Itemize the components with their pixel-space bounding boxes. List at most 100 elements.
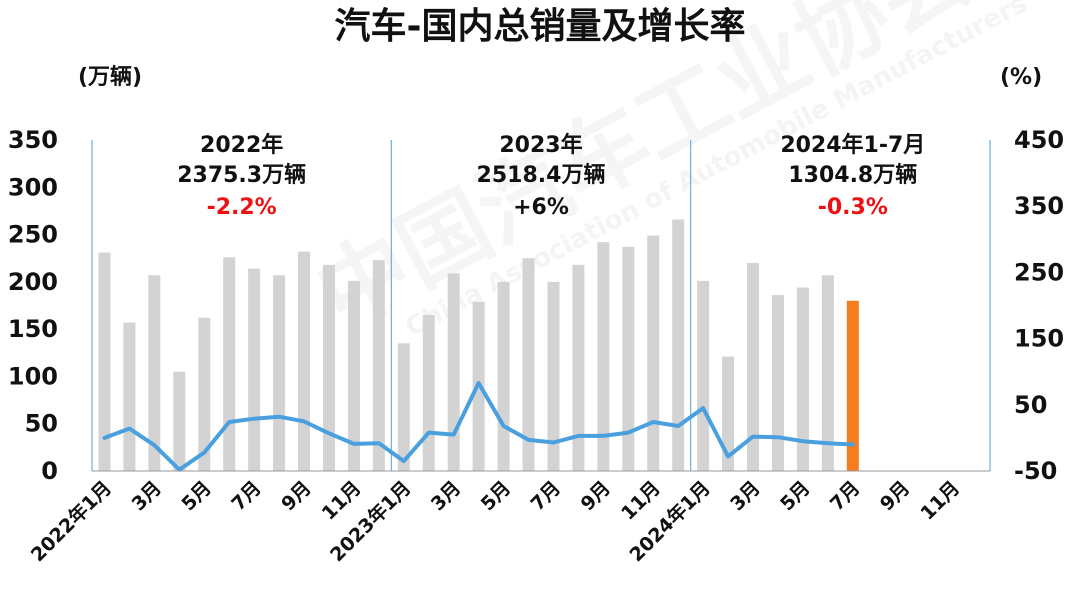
growth-point [102, 436, 106, 440]
growth-point [701, 406, 705, 410]
growth-point [402, 459, 406, 463]
y-tick-label-right: 350 [1014, 192, 1064, 220]
growth-point [177, 468, 181, 472]
growth-point [726, 454, 730, 458]
y-tick-label-left: 350 [8, 126, 58, 154]
y-tick-label-left: 300 [8, 173, 58, 201]
growth-point [502, 424, 506, 428]
y-tick-label-right: 50 [1014, 391, 1047, 419]
y-tick-label-right: 450 [1014, 126, 1064, 154]
x-tick-label: 3月 [427, 477, 465, 515]
growth-point [676, 424, 680, 428]
x-tick-label: 3月 [726, 477, 764, 515]
bar [597, 242, 610, 471]
bar [148, 275, 161, 471]
growth-point [352, 442, 356, 446]
y-tick-label-left: 150 [8, 315, 58, 343]
bar [846, 300, 859, 471]
bar [173, 371, 186, 471]
chart-title: 汽车-国内总销量及增长率 [335, 6, 746, 47]
growth-point [576, 434, 580, 438]
bar [347, 280, 360, 471]
annotation-year: 2024年1-7月 [780, 132, 925, 158]
bar [821, 275, 834, 471]
y-axis-label-left: (万辆) [78, 64, 142, 90]
bar [672, 219, 685, 471]
bar [771, 295, 784, 471]
x-tick-label: 2022年1月 [26, 476, 116, 566]
bar [198, 317, 211, 471]
growth-point [776, 435, 780, 439]
x-tick-label: 9月 [876, 477, 914, 515]
x-tick-label: 9月 [577, 477, 615, 515]
y-tick-label-left: 0 [41, 457, 58, 485]
annotation-growth: -2.2% [207, 195, 277, 220]
bar [298, 251, 311, 471]
annotation-growth: +6% [513, 195, 569, 220]
annotation-total: 2375.3万辆 [177, 162, 306, 188]
x-tick-label: 7月 [527, 477, 565, 515]
bar [248, 268, 261, 471]
bar [273, 275, 286, 471]
bar [522, 258, 535, 471]
growth-line-series [102, 381, 855, 472]
bar [722, 356, 735, 471]
bar [647, 235, 660, 471]
growth-point [601, 434, 605, 438]
growth-point [651, 420, 655, 424]
bar [447, 273, 460, 471]
y-tick-label-left: 200 [8, 268, 58, 296]
bar [322, 264, 335, 471]
growth-point [826, 441, 830, 445]
annotation-growth: -0.3% [818, 195, 888, 220]
bar [497, 281, 510, 471]
growth-point [452, 433, 456, 437]
growth-point [152, 443, 156, 447]
bar [622, 246, 635, 471]
annotation-total: 2518.4万辆 [477, 162, 606, 188]
x-tick-label: 9月 [277, 477, 315, 515]
growth-point [327, 431, 331, 435]
annotation-total: 1304.8万辆 [788, 162, 917, 188]
x-tick-label: 7月 [826, 477, 864, 515]
growth-point [751, 435, 755, 439]
growth-point [527, 438, 531, 442]
growth-point [801, 439, 805, 443]
bar [98, 252, 111, 471]
y-tick-label-left: 100 [8, 362, 58, 390]
bar [697, 280, 710, 471]
bar-series [98, 219, 859, 471]
watermark: 中国汽车工业协会 China Association of Automobile… [401, 0, 1032, 343]
bar [547, 281, 560, 471]
bar [223, 257, 236, 471]
bar [397, 343, 410, 471]
y-axis-right: 450 350 250 150 50 -50 [1014, 126, 1064, 485]
y-tick-label-right: 150 [1014, 325, 1064, 353]
growth-point [127, 427, 131, 431]
growth-point [851, 443, 855, 447]
growth-point [202, 450, 206, 454]
y-tick-label-left: 250 [8, 221, 58, 249]
x-tick-label: 5月 [776, 477, 814, 515]
y-tick-label-right: -50 [1014, 457, 1057, 485]
growth-point [551, 441, 555, 445]
x-tick-label: 5月 [477, 477, 515, 515]
growth-point [227, 420, 231, 424]
growth-point [277, 415, 281, 419]
y-axis-label-right: (%) [1000, 65, 1042, 90]
bar [572, 264, 585, 471]
growth-point [477, 381, 481, 385]
annotation-year: 2023年 [499, 132, 582, 158]
y-tick-label-right: 250 [1014, 258, 1064, 286]
bar [372, 260, 385, 471]
growth-point [626, 431, 630, 435]
year-annotations: 2022年 2375.3万辆 -2.2% 2023年 2518.4万辆 +6% 2024年1… [177, 132, 925, 220]
growth-point [252, 417, 256, 421]
growth-point [302, 419, 306, 423]
growth-point [427, 431, 431, 435]
bar [123, 322, 136, 471]
y-axis-left: 350 300 250 200 150 100 50 0 [8, 126, 58, 485]
x-tick-label: 5月 [177, 477, 215, 515]
